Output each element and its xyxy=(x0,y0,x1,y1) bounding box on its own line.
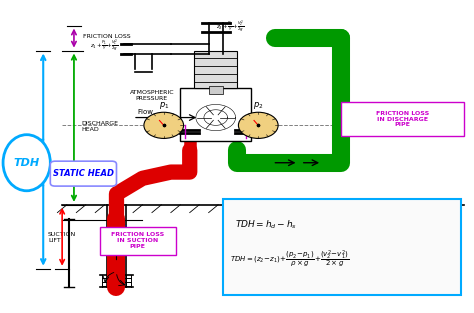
Ellipse shape xyxy=(3,135,50,191)
Text: TDH: TDH xyxy=(14,158,40,168)
FancyBboxPatch shape xyxy=(223,198,462,295)
FancyBboxPatch shape xyxy=(341,102,464,136)
Text: $z_1+\!\frac{P_1}{\gamma}\!+\!\frac{V_1^2}{2g}$: $z_1+\!\frac{P_1}{\gamma}\!+\!\frac{V_1^… xyxy=(91,38,118,54)
FancyBboxPatch shape xyxy=(100,227,175,255)
Text: FRICTION LOSS: FRICTION LOSS xyxy=(83,34,131,39)
Text: Flow: Flow xyxy=(138,109,154,115)
Text: $TDH=(z_2\!-\!z_1)\!+\!\dfrac{(p_2\!-\!p_1)}{\rho \times g}\!+\!\dfrac{(v_2^2\!-: $TDH=(z_2\!-\!z_1)\!+\!\dfrac{(p_2\!-\!p… xyxy=(230,249,349,270)
Text: STATIC HEAD: STATIC HEAD xyxy=(53,169,114,178)
FancyBboxPatch shape xyxy=(50,161,117,186)
Text: DISCHARGE
HEAD: DISCHARGE HEAD xyxy=(81,121,118,132)
Text: FRICTION LOSS
IN SUCTION
PIPE: FRICTION LOSS IN SUCTION PIPE xyxy=(111,232,164,249)
FancyBboxPatch shape xyxy=(209,86,223,94)
Text: $p_2$: $p_2$ xyxy=(253,100,264,111)
Text: $TDH=h_d-h_s$: $TDH=h_d-h_s$ xyxy=(235,219,297,231)
FancyBboxPatch shape xyxy=(180,88,251,141)
Circle shape xyxy=(144,112,183,138)
Text: FRICTION LOSS
IN DISCHARGE
PIPE: FRICTION LOSS IN DISCHARGE PIPE xyxy=(376,111,429,127)
Text: $p_1$: $p_1$ xyxy=(158,100,169,111)
Circle shape xyxy=(238,112,278,138)
Text: SUCTION
LIFT: SUCTION LIFT xyxy=(48,232,76,243)
FancyBboxPatch shape xyxy=(194,51,237,88)
Text: $z_2+\!\frac{P_2}{\gamma}\!+\!\frac{V_2^2}{2g}$: $z_2+\!\frac{P_2}{\gamma}\!+\!\frac{V_2^… xyxy=(216,19,244,35)
Text: ATMOSPHERIC
PRESSURE: ATMOSPHERIC PRESSURE xyxy=(129,90,174,101)
